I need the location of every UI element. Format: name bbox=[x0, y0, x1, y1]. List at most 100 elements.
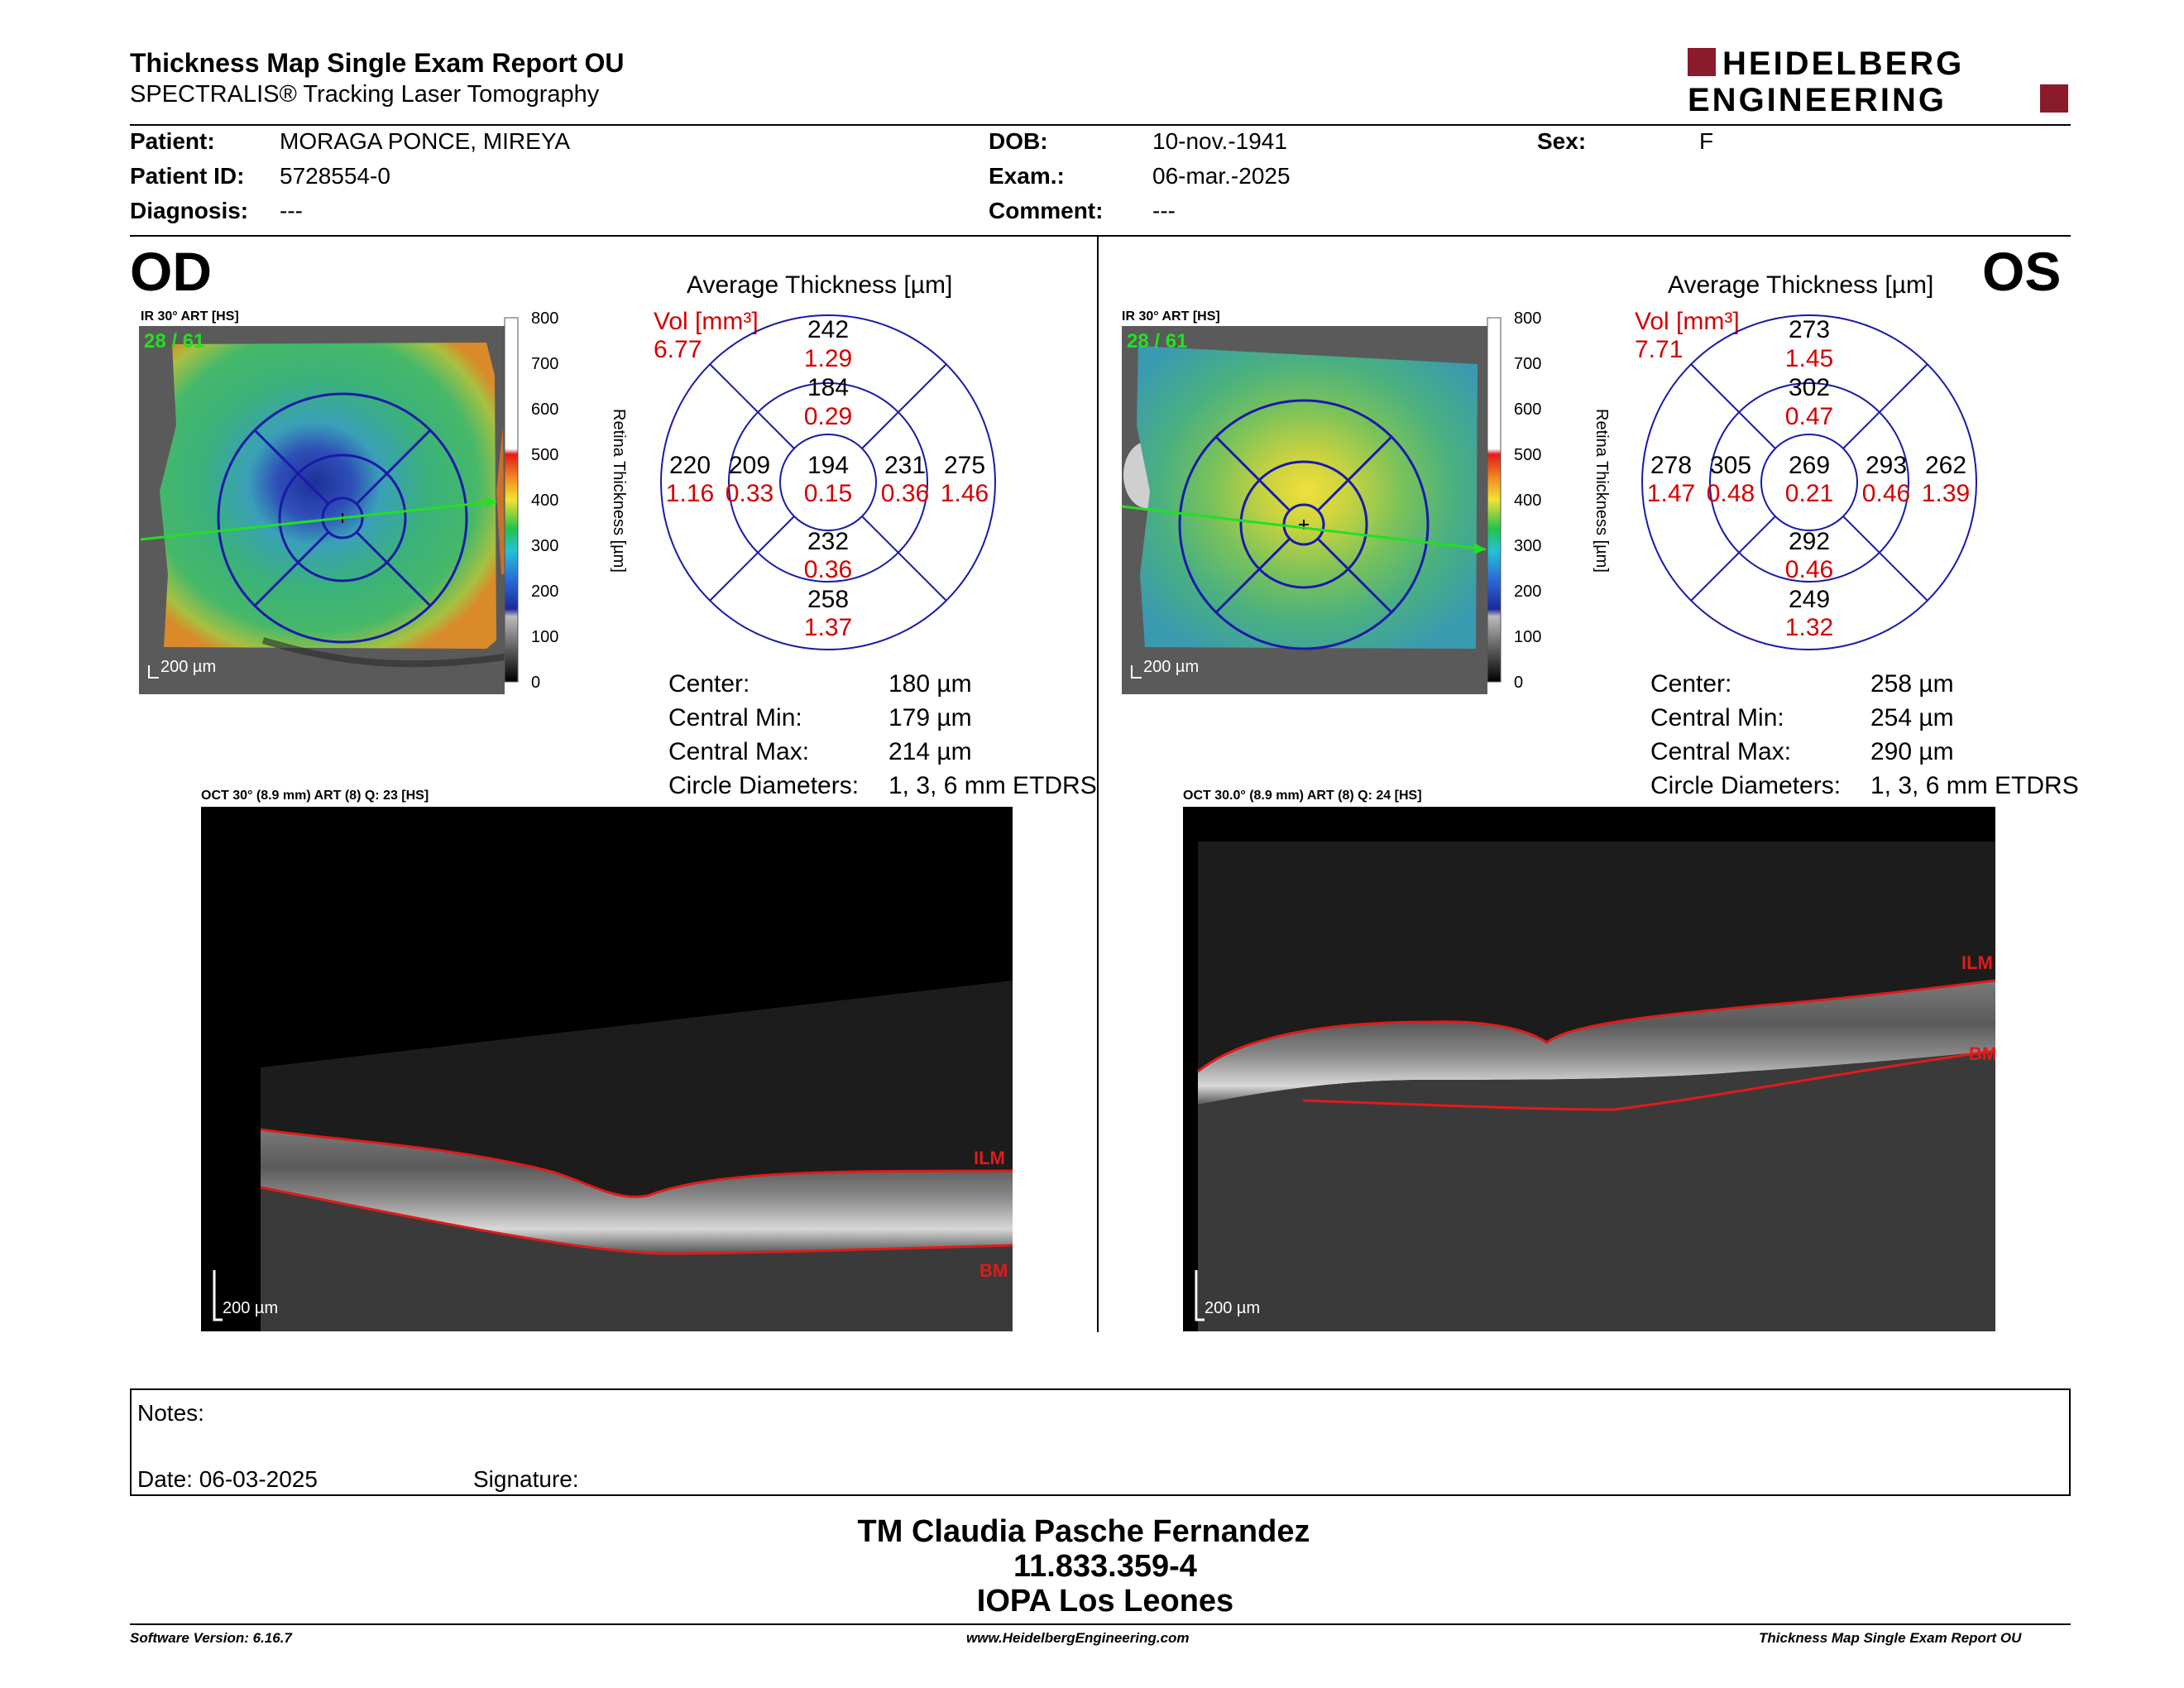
os-oct-scale: 200 µm bbox=[1205, 1299, 1260, 1317]
os-inner-left-thk: 305 bbox=[1710, 452, 1751, 479]
od-inner-left-thk: 209 bbox=[729, 452, 770, 479]
od-retina-band bbox=[261, 1129, 1013, 1254]
od-inner-left-vol: 0.33 bbox=[726, 480, 774, 507]
cbar-label: Retina Thickness [µm] bbox=[610, 409, 628, 573]
od-colorbar: 800 700 600 500 400 300 200 100 0 Retina… bbox=[504, 309, 628, 692]
os-cbar-tick-500: 500 bbox=[1514, 446, 1541, 464]
header-rule bbox=[130, 124, 2071, 126]
website-link[interactable]: www.HeidelbergEngineering.com bbox=[966, 1630, 1190, 1646]
od-frames: 28 / 61 bbox=[144, 330, 204, 352]
info-rule bbox=[130, 235, 2071, 237]
os-cbar-tick-100: 100 bbox=[1514, 628, 1541, 646]
os-cbar-tick-700: 700 bbox=[1514, 355, 1541, 373]
cbar-tick-100: 100 bbox=[531, 628, 558, 646]
footer-report-name: Thickness Map Single Exam Report OU bbox=[1759, 1630, 2022, 1646]
patient-label: Patient: bbox=[130, 128, 215, 154]
os-max-value: 290 µm bbox=[1870, 738, 1954, 765]
sex: F bbox=[1699, 128, 1714, 154]
os-oct-bscan: ILM BM 200 µm bbox=[1183, 807, 1995, 1331]
patient-name: MORAGA PONCE, MIREYA bbox=[280, 128, 571, 154]
os-inner-top-vol: 0.47 bbox=[1785, 403, 1833, 430]
signature-id: 11.833.359-4 bbox=[1013, 1549, 1197, 1584]
os-outer-bottom-vol: 1.32 bbox=[1785, 614, 1833, 641]
signature-label: Signature: bbox=[473, 1466, 579, 1492]
od-ir-caption: IR 30° ART [HS] bbox=[141, 309, 239, 324]
date-label: Date: 06-03-2025 bbox=[137, 1466, 318, 1492]
exam-label: Exam.: bbox=[989, 163, 1065, 189]
os-scale-bar: 200 µm bbox=[1143, 658, 1199, 676]
od-diam-label: Circle Diameters: bbox=[668, 772, 860, 799]
os-outer-bottom-thk: 249 bbox=[1789, 586, 1830, 613]
od-outer-left-thk: 220 bbox=[669, 452, 711, 479]
notes-box[interactable]: Notes: Date: 06-03-2025 Signature: bbox=[130, 1388, 2071, 1496]
eye-label-od: OD bbox=[130, 241, 212, 302]
heidelberg-logo: HEIDELBERG ENGINEERING bbox=[1688, 46, 2068, 116]
cbar-tick-0: 0 bbox=[531, 674, 540, 692]
od-vol-label: Vol [mm³] bbox=[654, 308, 759, 335]
dob-label: DOB: bbox=[989, 128, 1048, 154]
comment: --- bbox=[1152, 198, 1176, 223]
os-ilm-line bbox=[1197, 979, 1995, 1073]
diagnosis-label: Diagnosis: bbox=[130, 198, 249, 223]
os-center-vol: 0.21 bbox=[1785, 480, 1833, 507]
os-vol: Vol [mm³] 7.71 bbox=[1635, 308, 1740, 364]
os-ir-caption: IR 30° ART [HS] bbox=[1122, 309, 1220, 324]
od-avg-title: Average Thickness [µm] bbox=[687, 271, 953, 299]
os-cbar-tick-200: 200 bbox=[1514, 583, 1541, 601]
cbar-tick-600: 600 bbox=[531, 400, 558, 419]
os-min-label: Central Min: bbox=[1650, 704, 1784, 731]
footer-rule bbox=[130, 1623, 2071, 1625]
os-center-value: 258 µm bbox=[1870, 670, 1954, 698]
os-outer-top-vol: 1.45 bbox=[1785, 345, 1833, 372]
os-center-thk: 269 bbox=[1789, 452, 1830, 479]
software-version: Software Version: 6.16.7 bbox=[130, 1630, 292, 1646]
logo-square-top bbox=[1688, 48, 1716, 76]
sex-label: Sex: bbox=[1537, 128, 1587, 154]
od-scale-bar: 200 µm bbox=[160, 658, 216, 676]
os-etdrs-overlay bbox=[1178, 399, 1430, 650]
od-inner-bottom-thk: 232 bbox=[807, 528, 849, 555]
diagnosis: --- bbox=[280, 198, 303, 223]
od-outer-bottom-vol: 1.37 bbox=[804, 614, 852, 641]
os-inner-top-thk: 302 bbox=[1789, 374, 1830, 401]
logo-line2: ENGINEERING bbox=[1688, 82, 1947, 116]
os-outer-right-vol: 1.39 bbox=[1922, 480, 1970, 507]
od-inner-top-vol: 0.29 bbox=[804, 403, 852, 430]
os-fundus-thickness-map: 28 / 61 200 µm bbox=[1122, 326, 1487, 694]
os-inner-right-vol: 0.46 bbox=[1862, 480, 1910, 507]
os-inner-bottom-vol: 0.46 bbox=[1785, 556, 1833, 583]
od-min-label: Central Min: bbox=[668, 704, 802, 731]
od-max-label: Central Max: bbox=[668, 738, 810, 765]
od-bm-label: BM bbox=[979, 1260, 1008, 1281]
od-oct-scale: 200 µm bbox=[223, 1299, 278, 1317]
od-diam-value: 1, 3, 6 mm ETDRS bbox=[888, 772, 1097, 799]
os-min-value: 254 µm bbox=[1870, 704, 1954, 731]
os-vol-value: 7.71 bbox=[1635, 336, 1684, 363]
od-center-value: 180 µm bbox=[888, 670, 972, 698]
signature-name: TM Claudia Pasche Fernandez bbox=[857, 1514, 1310, 1549]
od-oct-bscan: ILM BM 200 µm bbox=[201, 807, 1013, 1331]
os-max-label: Central Max: bbox=[1650, 738, 1792, 765]
cbar-tick-500: 500 bbox=[531, 446, 558, 464]
logo-line1: HEIDELBERG bbox=[1722, 46, 1964, 82]
os-inner-right-thk: 293 bbox=[1866, 452, 1907, 479]
od-center-vol: 0.15 bbox=[804, 480, 852, 507]
os-bm-label: BM bbox=[1969, 1043, 1995, 1064]
report-subtitle: SPECTRALIS® Tracking Laser Tomography bbox=[130, 81, 600, 108]
od-outer-top-thk: 242 bbox=[807, 316, 849, 343]
logo-square-bottom bbox=[2040, 84, 2068, 113]
od-inner-right-thk: 231 bbox=[884, 452, 926, 479]
od-center-label: Center: bbox=[668, 670, 750, 698]
os-frames: 28 / 61 bbox=[1127, 330, 1187, 352]
od-inner-bottom-vol: 0.36 bbox=[804, 556, 852, 583]
os-cbar-tick-0: 0 bbox=[1514, 674, 1523, 692]
os-diam-value: 1, 3, 6 mm ETDRS bbox=[1870, 772, 2079, 799]
od-center-thk: 194 bbox=[807, 452, 849, 479]
cbar-tick-700: 700 bbox=[531, 355, 558, 373]
od-outer-right-thk: 275 bbox=[944, 452, 985, 479]
os-bm-line bbox=[1302, 1049, 1995, 1111]
os-inner-left-vol: 0.48 bbox=[1707, 480, 1755, 507]
od-oct-caption: OCT 30° (8.9 mm) ART (8) Q: 23 [HS] bbox=[201, 789, 429, 803]
od-outer-top-vol: 1.29 bbox=[804, 345, 852, 372]
od-fundus-thickness-map: 28 / 61 200 µm bbox=[139, 326, 505, 694]
